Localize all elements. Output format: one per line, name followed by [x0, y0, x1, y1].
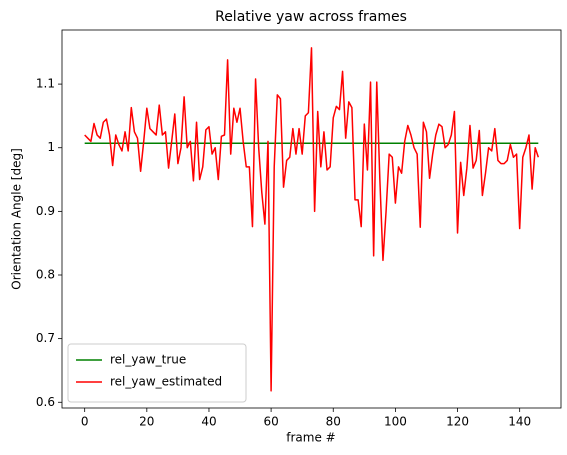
- x-axis-label: frame #: [286, 431, 335, 445]
- legend-label: rel_yaw_estimated: [110, 375, 222, 389]
- y-tick-label: 1: [47, 140, 55, 154]
- series-line: [84, 47, 540, 392]
- legend-label: rel_yaw_true: [110, 353, 186, 367]
- x-tick-label: 40: [201, 415, 216, 429]
- x-tick-label: 120: [446, 415, 469, 429]
- x-tick-label: 60: [263, 415, 278, 429]
- x-tick-label: 80: [326, 415, 341, 429]
- y-tick-label: 0.7: [36, 331, 55, 345]
- y-tick-label: 0.6: [36, 395, 55, 409]
- axes-frame: [61, 29, 562, 409]
- y-tick-label: 0.9: [36, 204, 55, 218]
- y-tick-label: 1.1: [36, 77, 55, 91]
- x-tick-label: 20: [139, 415, 154, 429]
- x-tick-label: 140: [508, 415, 531, 429]
- y-tick-label: 0.8: [36, 268, 55, 282]
- chart-title: Relative yaw across frames: [215, 9, 407, 25]
- x-tick-label: 0: [81, 415, 89, 429]
- x-tick-label: 100: [384, 415, 407, 429]
- y-axis-label: Orientation Angle [deg]: [10, 148, 24, 290]
- legend-box: [67, 343, 247, 403]
